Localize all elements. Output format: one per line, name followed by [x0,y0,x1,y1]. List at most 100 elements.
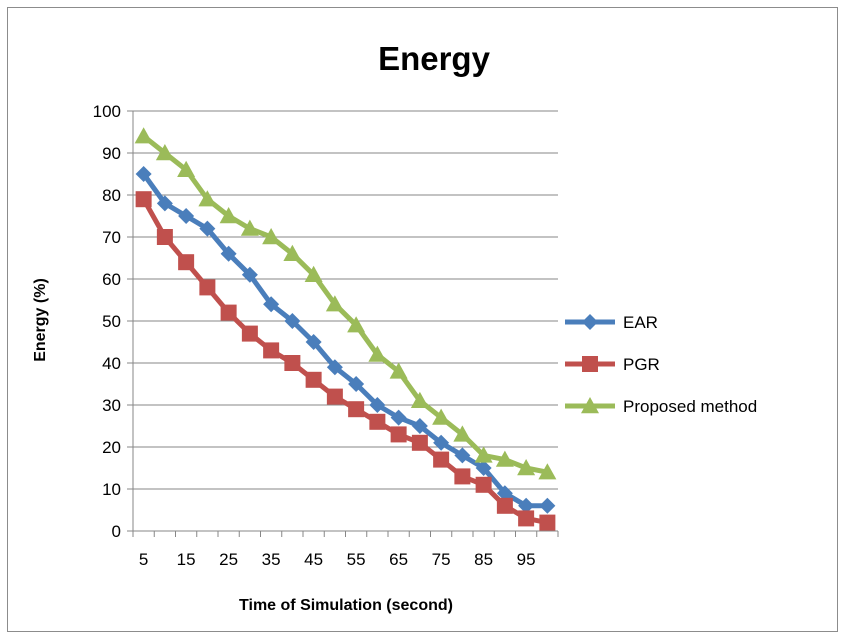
data-point-ear [220,245,237,262]
data-point-ear [326,359,343,376]
data-point-proposed-method [155,144,174,161]
data-point-pgr [369,413,386,430]
data-point-proposed-method [453,425,472,442]
x-tick-label: 65 [389,550,408,569]
legend-item-proposed-method: Proposed method [565,397,757,416]
data-point-pgr [411,434,428,451]
y-tick-label: 20 [102,438,121,457]
data-point-ear [433,434,450,451]
data-point-ear [496,485,513,502]
data-point-proposed-method [240,219,259,236]
x-tick-label: 5 [139,550,148,569]
legend-marker-pgr [582,356,598,372]
y-tick-label: 40 [102,354,121,373]
legend-marker-ear [582,314,598,330]
x-tick-label: 25 [219,550,238,569]
data-point-ear [305,334,322,350]
series-layer [134,127,557,531]
data-point-proposed-method [177,160,196,177]
data-point-pgr [433,451,450,468]
data-point-ear [156,195,173,212]
data-point-ear [454,447,471,464]
data-point-ear [369,397,386,413]
data-point-proposed-method [538,463,557,480]
legend-label-ear: EAR [623,313,658,332]
data-point-proposed-method [262,228,281,245]
data-point-proposed-method [495,450,514,467]
data-point-pgr [178,254,195,271]
data-point-proposed-method [219,207,238,224]
data-point-proposed-method [347,316,366,333]
y-tick-label: 30 [102,396,121,415]
legend-label-proposed-method: Proposed method [623,397,757,416]
data-point-ear [199,220,216,237]
data-point-proposed-method [432,408,451,425]
y-tick-label: 70 [102,228,121,247]
x-tick-label: 45 [304,550,323,569]
data-point-proposed-method [517,459,536,476]
data-point-ear [518,497,535,514]
legend-item-ear: EAR [565,313,658,332]
data-point-ear [263,296,280,313]
y-tick-label: 80 [102,186,121,205]
data-point-pgr [326,388,343,405]
data-point-pgr [241,325,258,342]
data-point-proposed-method [325,295,344,312]
series-line-proposed-method [142,134,548,475]
data-point-pgr [454,468,471,485]
y-tick-labels: 0 10 20 30 40 50 60 70 80 90 100 [93,102,121,541]
y-tick-label: 100 [93,102,121,121]
y-axis-title: Energy (%) [32,278,49,362]
data-point-ear [284,313,301,329]
data-point-ear [348,376,365,392]
series-proposed-method [134,127,557,480]
data-point-ear [390,409,407,426]
data-point-pgr [263,342,280,359]
data-point-ear [411,418,428,434]
data-point-pgr [475,476,492,493]
data-point-pgr [348,401,365,418]
x-tick-label: 95 [517,550,536,569]
y-tick-label: 90 [102,144,121,163]
y-tick-label: 10 [102,480,121,499]
data-point-proposed-method [410,391,429,408]
data-point-ear [135,166,152,182]
data-point-proposed-method [198,190,217,207]
data-point-pgr [518,510,535,527]
y-tick-label: 0 [112,522,121,541]
y-tick-label: 50 [102,312,121,331]
series-pgr [135,191,556,531]
data-point-ear [241,266,258,283]
x-tick-label: 75 [432,550,451,569]
x-tick-label: 15 [177,550,196,569]
data-point-pgr [156,229,173,245]
data-point-proposed-method [283,244,302,261]
data-point-pgr [220,304,237,321]
data-point-proposed-method [389,362,408,379]
x-axis-title: Time of Simulation (second) [239,597,453,614]
data-point-proposed-method [134,127,153,144]
data-point-proposed-method [474,446,493,463]
data-point-pgr [199,279,216,296]
x-tick-labels: 5 15 25 35 45 55 65 75 85 95 [139,550,536,569]
axes [132,111,559,537]
legend-item-pgr: PGR [565,355,660,374]
data-point-pgr [305,371,322,388]
data-point-pgr [496,497,513,514]
data-point-proposed-method [368,345,387,362]
data-point-proposed-method [304,265,323,282]
gridlines [127,110,558,532]
chart-title: Energy [378,40,491,77]
data-point-pgr [539,514,556,531]
y-tick-label: 60 [102,270,121,289]
x-tick-label: 85 [474,550,493,569]
data-point-ear [475,460,492,476]
data-point-ear [178,208,195,224]
data-point-pgr [390,426,407,443]
x-tick-label: 55 [347,550,366,569]
x-tick-label: 35 [262,550,281,569]
data-point-ear [539,497,556,514]
legend-label-pgr: PGR [623,355,660,374]
series-ear [135,166,556,514]
